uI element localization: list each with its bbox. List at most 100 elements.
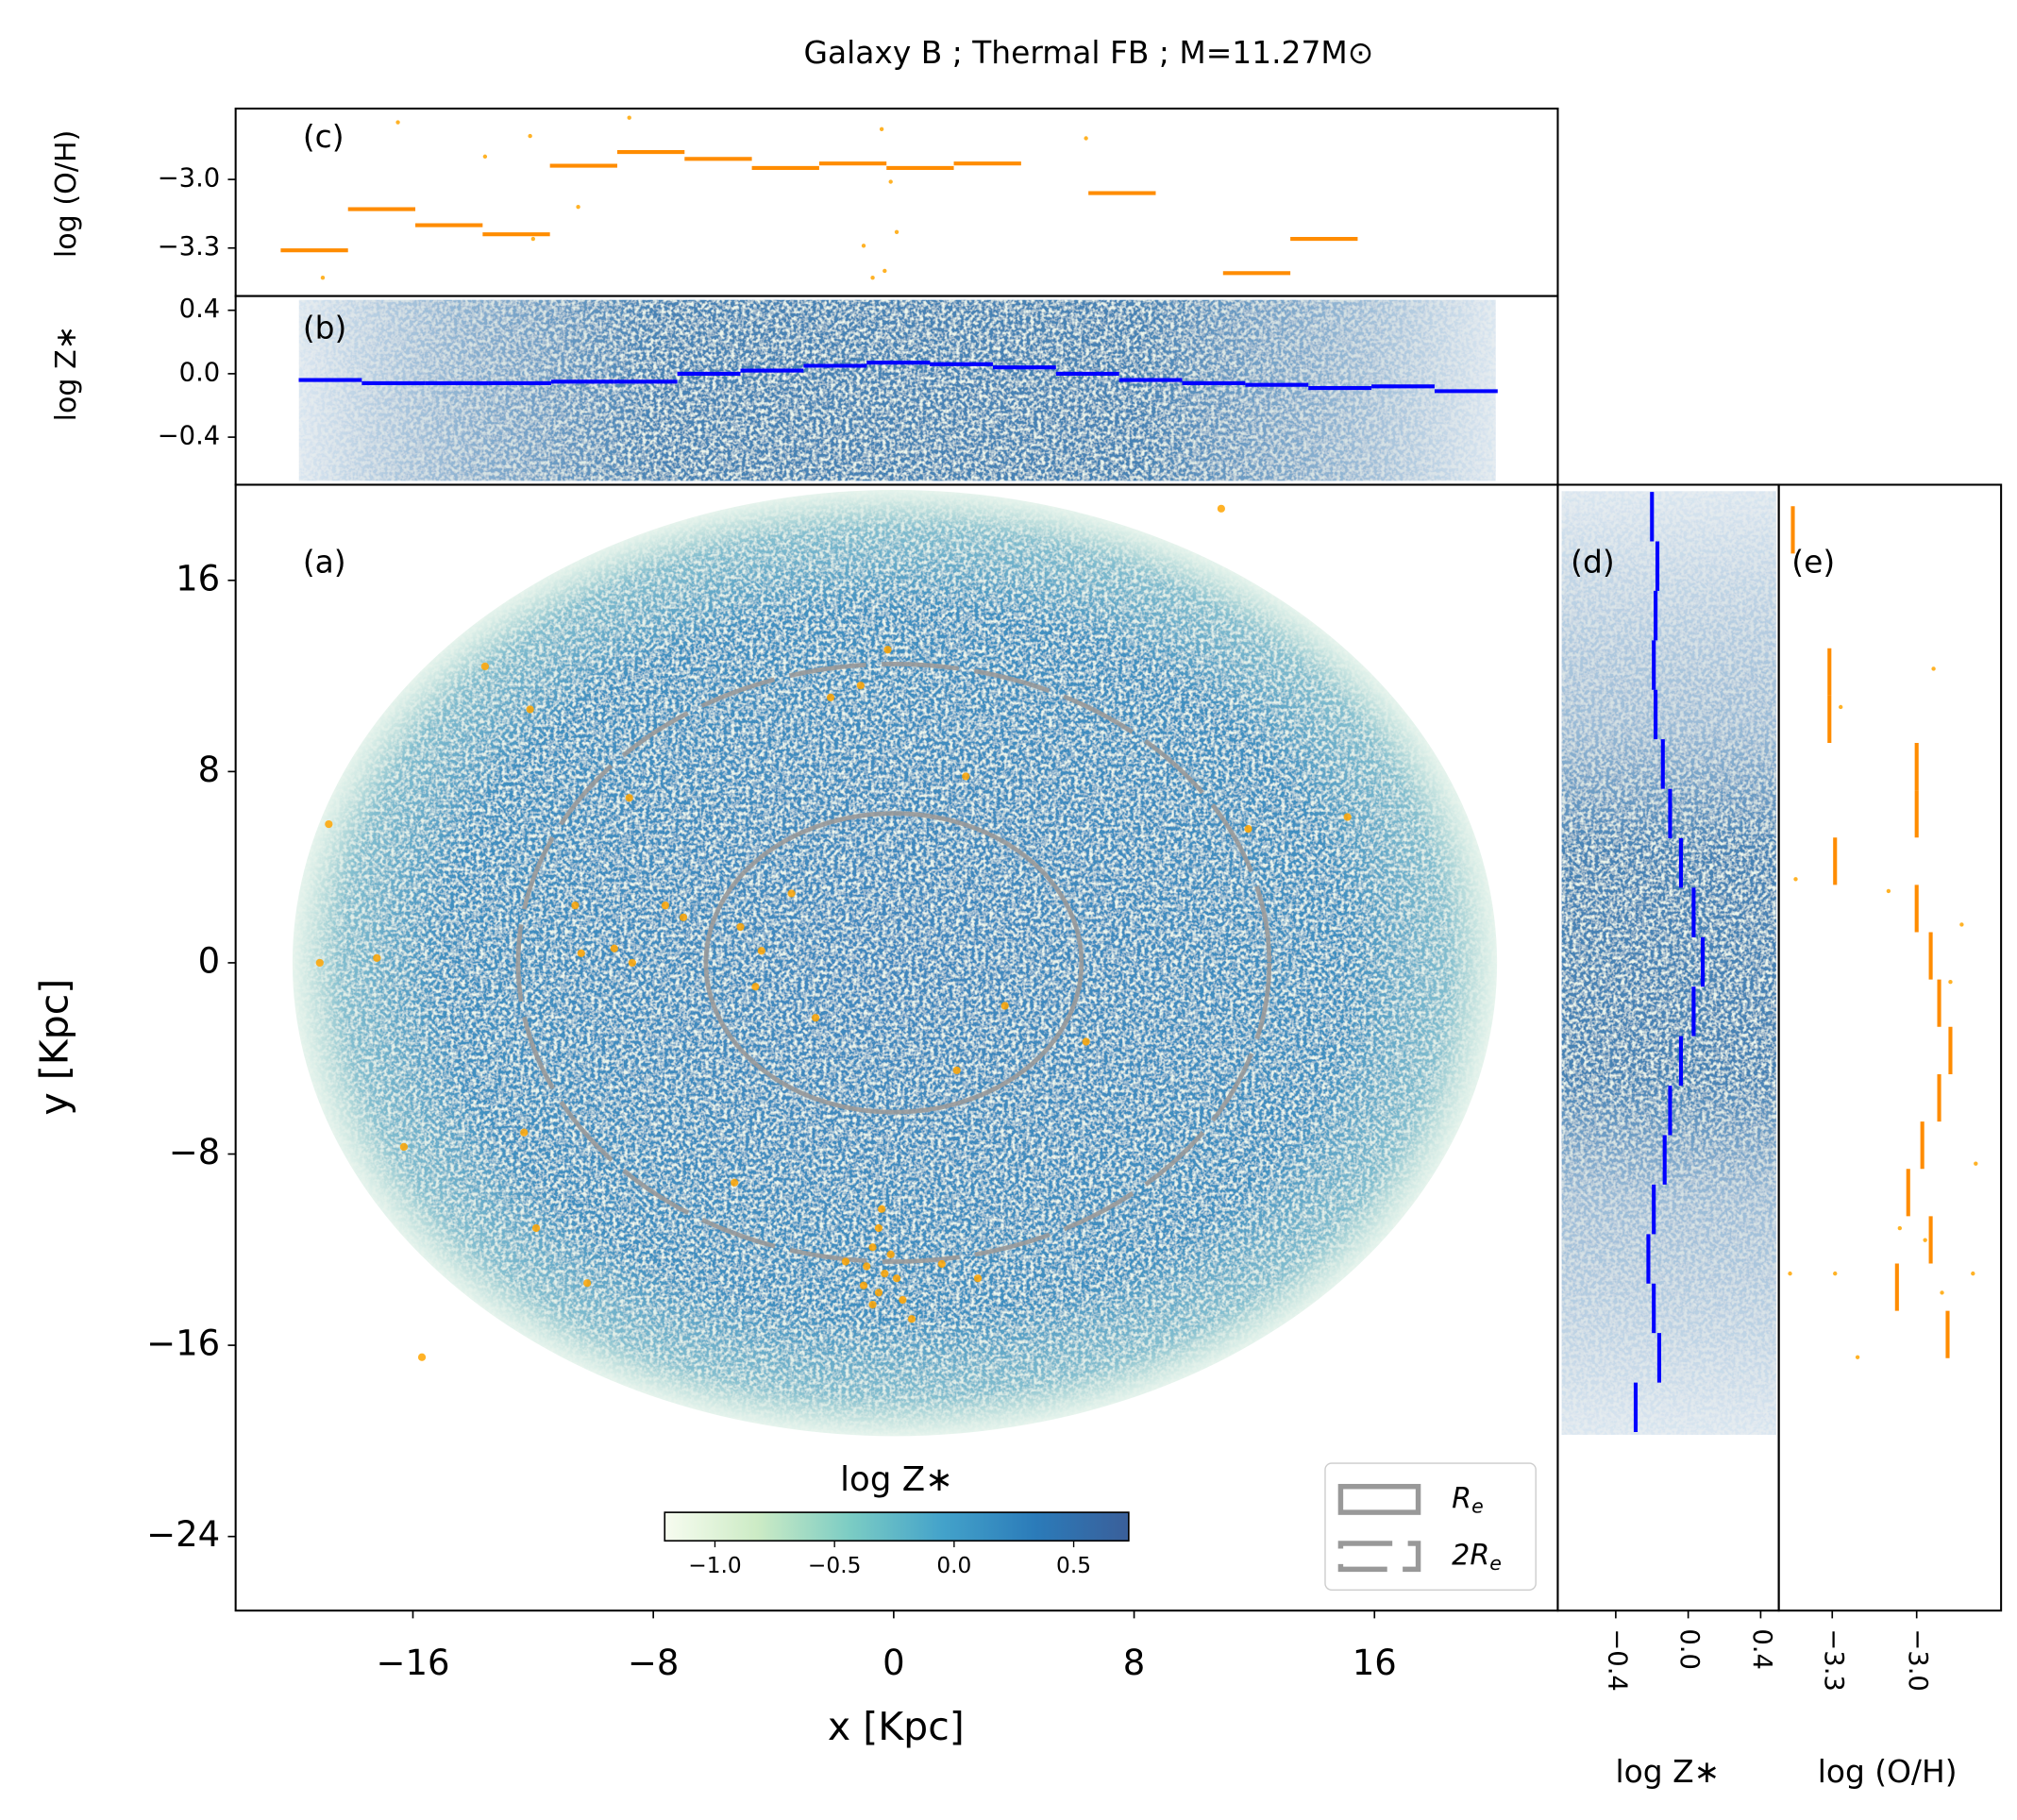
axes-frame bbox=[1777, 483, 2003, 1612]
y-tick-label: 8 bbox=[198, 750, 221, 790]
colorbar-tick-label: −0.5 bbox=[808, 1553, 862, 1578]
legend-label-main: R bbox=[1452, 1482, 1471, 1515]
y-tick-label: −16 bbox=[146, 1323, 220, 1364]
legend-label-main: 2R bbox=[1452, 1539, 1489, 1572]
x-tick-label: 0.0 bbox=[1674, 1628, 1704, 1670]
gas-point bbox=[883, 646, 892, 654]
gas-point bbox=[870, 276, 875, 280]
gas-point bbox=[417, 1353, 427, 1361]
gas-point bbox=[899, 1295, 907, 1305]
radius-ellipse bbox=[515, 662, 1272, 1264]
gas-point bbox=[1839, 704, 1843, 710]
panel-label: (a) bbox=[303, 544, 346, 581]
gas-point bbox=[325, 819, 333, 829]
gas-point bbox=[583, 1279, 592, 1288]
gas-point bbox=[751, 983, 760, 991]
gas-point bbox=[894, 229, 899, 234]
colorbar-tick-label: 0.5 bbox=[1056, 1553, 1091, 1578]
colorbar bbox=[664, 1511, 1130, 1542]
panel-label: (d) bbox=[1571, 544, 1615, 581]
gas-point bbox=[320, 276, 326, 280]
gas-point bbox=[811, 1014, 820, 1022]
radius-ellipse bbox=[703, 811, 1084, 1115]
gas-point bbox=[1082, 1037, 1090, 1046]
gas-point bbox=[627, 115, 631, 120]
legend-label: 2Re bbox=[1452, 1539, 1502, 1575]
gas-point bbox=[861, 244, 866, 248]
gas-point bbox=[1788, 1271, 1792, 1276]
gas-point bbox=[973, 1274, 983, 1283]
gas-point bbox=[625, 794, 633, 802]
x-tick-label: 0 bbox=[882, 1643, 905, 1683]
y-tick-label: −24 bbox=[146, 1514, 220, 1555]
colorbar-tick-label: 0.0 bbox=[936, 1553, 971, 1578]
gas-point bbox=[1000, 1002, 1009, 1010]
gas-point bbox=[610, 944, 618, 952]
gas-point bbox=[937, 1259, 946, 1269]
gas-point bbox=[886, 1250, 895, 1258]
legend-swatch bbox=[1337, 1541, 1421, 1573]
y-tick-label: −3.0 bbox=[158, 164, 220, 194]
panel-label: (c) bbox=[303, 118, 345, 155]
figure-title: Galaxy B ; Thermal FB ; M=11.27M⊙ bbox=[804, 34, 1374, 71]
x-tick-label: −0.4 bbox=[1602, 1628, 1631, 1691]
legend-label: Re bbox=[1452, 1482, 1484, 1518]
star-disk bbox=[292, 489, 1498, 1437]
legend-box bbox=[1324, 1462, 1537, 1591]
gas-point bbox=[731, 1178, 739, 1188]
gas-point bbox=[868, 1243, 877, 1252]
legend-label-sub: e bbox=[1471, 1495, 1484, 1518]
gas-point bbox=[373, 953, 381, 962]
gas-point bbox=[399, 1142, 409, 1152]
x-tick-label: −3.0 bbox=[1903, 1628, 1932, 1691]
y-tick-label: 0.4 bbox=[179, 295, 221, 324]
gas-point bbox=[736, 922, 745, 932]
legend-swatch bbox=[1337, 1483, 1421, 1515]
gas-point bbox=[888, 179, 893, 184]
y-axis-label: log (O/H) bbox=[50, 130, 83, 258]
gas-point bbox=[530, 236, 536, 242]
gas-point bbox=[757, 947, 765, 955]
gas-point bbox=[1833, 1271, 1838, 1276]
legend-label-sub: e bbox=[1489, 1552, 1502, 1575]
x-axis-label: log Z∗ bbox=[1616, 1753, 1721, 1790]
gas-point bbox=[1923, 1238, 1927, 1242]
gas-point bbox=[1971, 1271, 1975, 1276]
y-tick-label: 0.0 bbox=[179, 358, 221, 387]
gas-point bbox=[878, 1205, 886, 1213]
gas-point bbox=[315, 958, 324, 968]
colorbar-label: log Z∗ bbox=[840, 1460, 953, 1499]
colorbar-tick-label: −1.0 bbox=[688, 1553, 742, 1578]
gas-point bbox=[531, 1223, 541, 1233]
x-tick-label: −8 bbox=[628, 1643, 680, 1683]
gas-point bbox=[1974, 1161, 1978, 1166]
y-axis-label: log Z∗ bbox=[50, 326, 83, 421]
gas-point bbox=[868, 1300, 877, 1309]
gas-point bbox=[1940, 1290, 1944, 1295]
gas-point bbox=[859, 1281, 868, 1289]
x-axis-label: log (O/H) bbox=[1818, 1753, 1958, 1790]
gas-point bbox=[520, 1128, 529, 1137]
gas-point bbox=[1897, 1225, 1903, 1231]
gas-point bbox=[528, 133, 532, 139]
x-tick-label: 8 bbox=[1123, 1643, 1146, 1683]
gas-point bbox=[661, 902, 670, 910]
gas-point bbox=[882, 268, 887, 274]
gas-point bbox=[892, 1274, 901, 1283]
gas-point bbox=[1084, 136, 1088, 141]
gas-point bbox=[526, 705, 534, 714]
gas-point bbox=[576, 204, 580, 210]
gas-point bbox=[571, 902, 580, 910]
gas-point bbox=[577, 949, 585, 957]
gas-point bbox=[856, 682, 865, 690]
gas-point bbox=[1886, 888, 1891, 894]
gas-point bbox=[874, 1223, 883, 1233]
gas-point bbox=[787, 889, 796, 898]
gas-point bbox=[1793, 877, 1798, 882]
x-tick-label: 16 bbox=[1353, 1643, 1397, 1683]
gas-point bbox=[874, 1289, 883, 1297]
gas-point bbox=[1948, 980, 1953, 985]
x-tick-label: 0.4 bbox=[1747, 1628, 1776, 1670]
